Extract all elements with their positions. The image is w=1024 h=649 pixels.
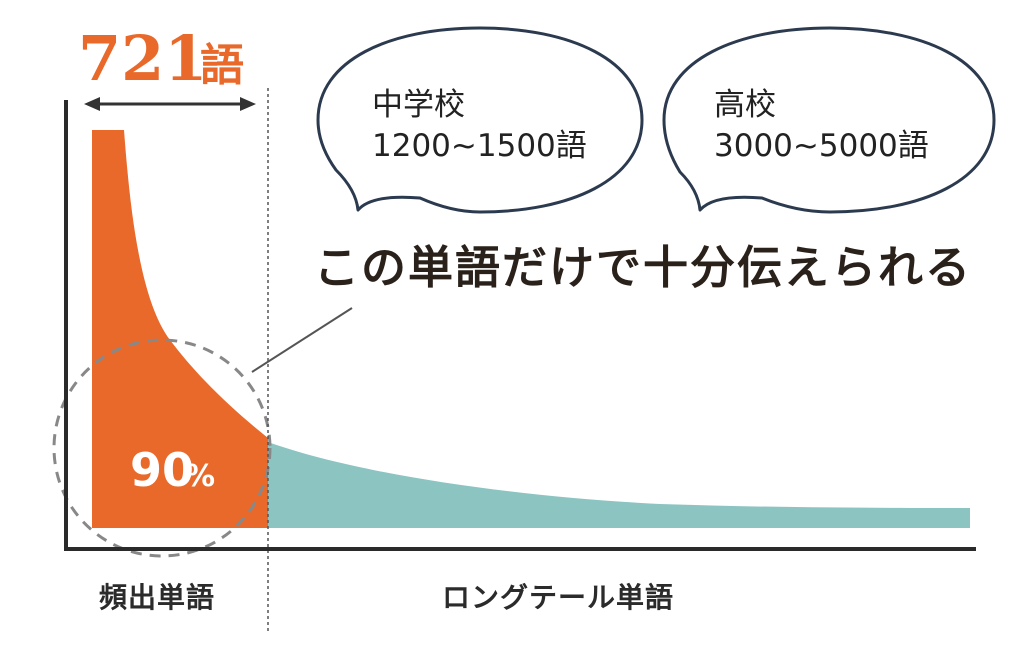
range-arrow-icon	[84, 97, 256, 111]
bubble-high-school-line2: 3000~5000語	[714, 128, 929, 164]
label-long-tail-words: ロングテール単語	[442, 581, 674, 614]
bubble-junior-high-line1: 中学校	[372, 87, 465, 123]
label-frequent-words: 頻出単語	[99, 581, 215, 614]
vocab-count-number: 721	[78, 22, 207, 95]
vocab-count-unit: 語	[200, 40, 244, 91]
caption-text: この単語だけで十分伝えられる	[314, 241, 972, 294]
bubble-junior-high-line2: 1200~1500語	[372, 128, 587, 164]
speech-bubble-high-school: 高校 3000~5000語	[662, 26, 996, 214]
highlight-circle	[52, 338, 272, 558]
speech-bubble-junior-high: 中学校 1200~1500語	[316, 26, 644, 214]
frequent-words-area	[92, 130, 268, 528]
bubble-high-school-line1: 高校	[714, 87, 776, 123]
percent-unit: %	[185, 459, 215, 494]
caption-pointer-line	[251, 307, 353, 373]
long-tail-area	[268, 442, 970, 528]
percent-value: 90	[130, 443, 194, 497]
